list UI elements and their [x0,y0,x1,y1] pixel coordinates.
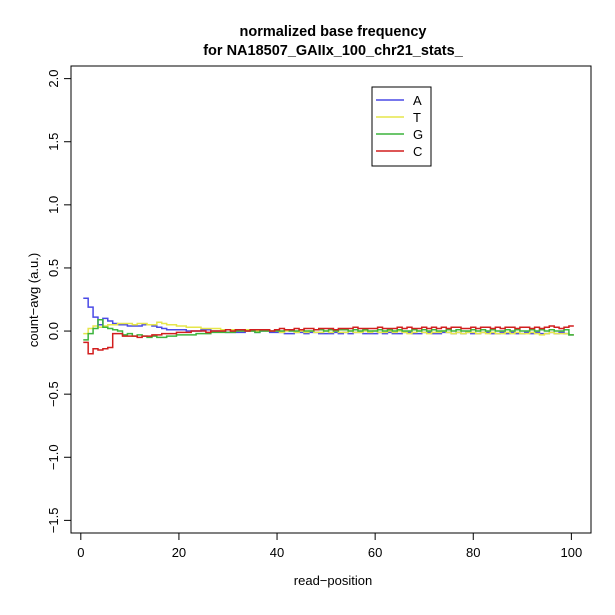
series-layer [83,297,574,355]
legend-label-g: G [413,127,423,142]
y-tick-label: 2.0 [46,70,61,88]
y-tick-label: 0.5 [46,259,61,277]
legend-label-a: A [413,93,422,108]
y-tick-label: −1.5 [46,508,61,534]
y-axis: −1.5 −1.0 −0.5 0.0 0.5 1.0 1.5 2.0 [46,70,72,534]
x-tick-label: 100 [561,545,583,560]
x-tick-label: 0 [77,545,84,560]
chart-title-line-2: for NA18507_GAIIx_100_chr21_stats_ [203,43,463,59]
y-tick-label: 1.5 [46,133,61,151]
series-line-t [83,321,574,336]
chart-title-line-1: normalized base frequency [240,24,427,40]
y-axis-title: count−avg (a.u.) [26,253,41,347]
x-tick-label: 60 [368,545,382,560]
x-axis: 0 20 40 60 80 100 [77,532,583,560]
y-tick-label: −0.5 [46,381,61,407]
y-tick-label: −1.0 [46,444,61,470]
series-line-c [83,325,574,355]
plot-area-frame [70,65,592,534]
legend-label-c: C [413,144,422,159]
series-line-a [83,297,574,336]
x-tick-label: 80 [466,545,480,560]
x-tick-label: 20 [172,545,186,560]
legend-label-t: T [413,110,421,125]
x-axis-title: read−position [294,573,372,588]
series-line-g [83,318,574,341]
x-tick-label: 40 [270,545,284,560]
y-tick-label: 0.0 [46,322,61,340]
y-tick-label: 1.0 [46,196,61,214]
